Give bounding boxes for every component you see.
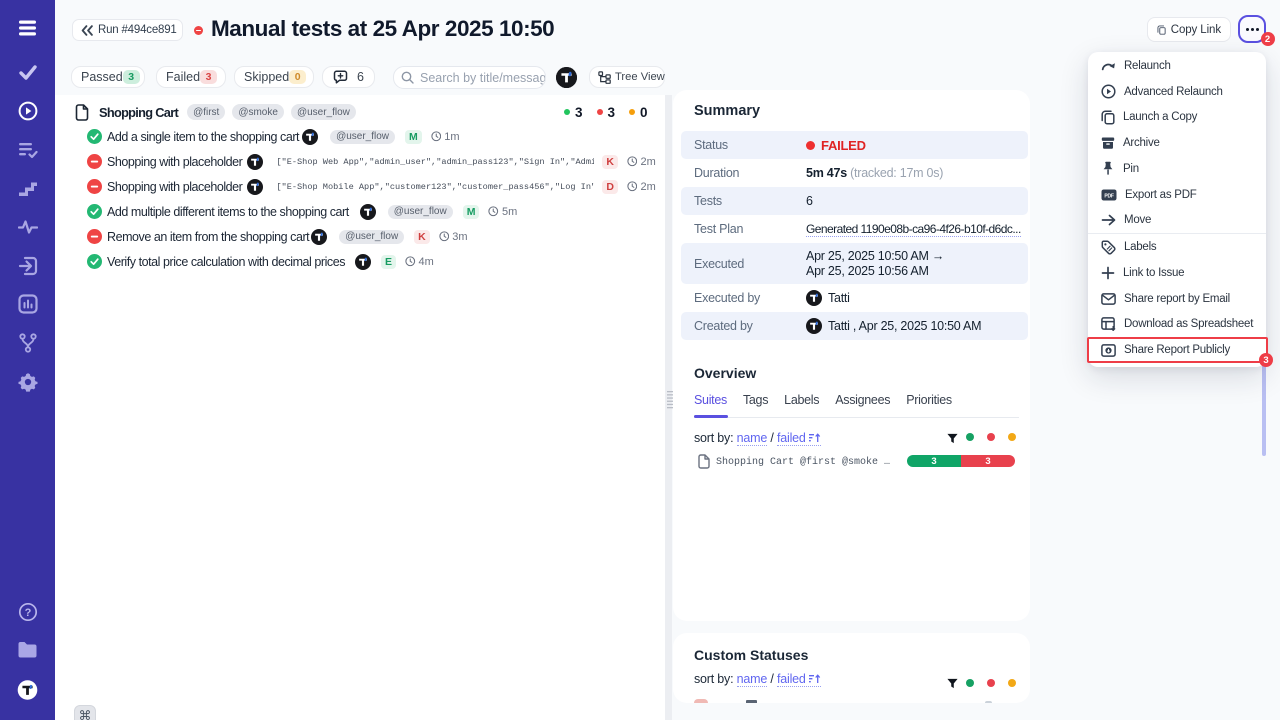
- svg-text:?: ?: [24, 607, 31, 619]
- svg-text:PDF: PDF: [1104, 193, 1113, 199]
